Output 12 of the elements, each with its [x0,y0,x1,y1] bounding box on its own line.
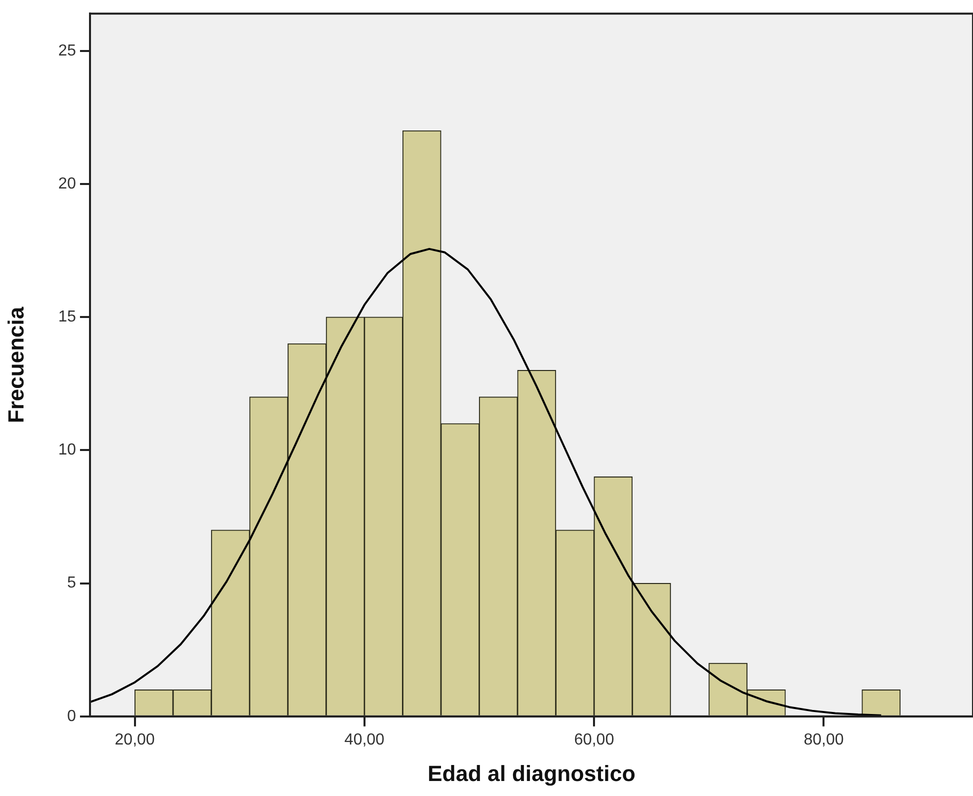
y-tick-label: 10 [58,442,76,459]
y-tick-label: 25 [58,42,76,60]
y-tick-label: 15 [58,308,76,326]
x-tick-label: 60,00 [574,731,614,748]
y-tick-label: 20 [58,175,76,192]
x-tick-label: 40,00 [344,731,385,748]
x-tick-label: 20,00 [114,731,155,748]
x-tick-label: 80,00 [804,731,844,748]
y-tick-label: 5 [67,574,76,592]
y-tick-label: 0 [67,708,76,725]
y-axis-title: Frecuencia [3,306,28,424]
x-axis-title: Edad al diagnostico [428,760,636,786]
